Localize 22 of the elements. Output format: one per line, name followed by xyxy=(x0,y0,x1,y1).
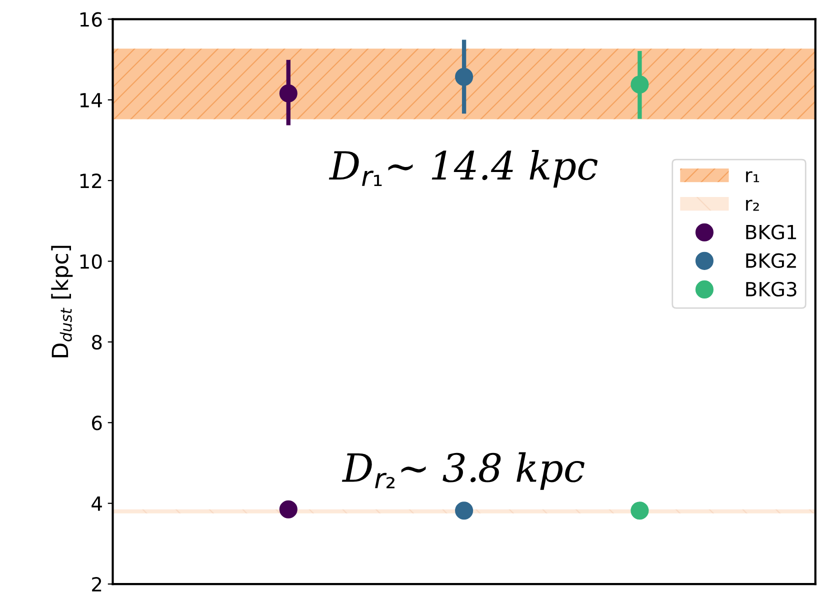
point xyxy=(455,68,474,86)
y-tick-label: 2 xyxy=(92,576,102,592)
y-tick-label: 12 xyxy=(80,174,102,188)
y-tick-label: 14 xyxy=(80,93,102,108)
point xyxy=(630,76,649,94)
legend-label: BKG2 xyxy=(746,253,796,268)
point xyxy=(630,502,649,520)
legend-label: BKG3 xyxy=(746,282,796,297)
annotation: D$_{r₂}$∼ 3.8 kpc xyxy=(342,452,584,490)
y-tick-label: 16 xyxy=(80,12,102,27)
y-axis-title: D$_{dust}$ [kpc] xyxy=(51,246,73,358)
annotation: D$_{r₁}$∼ 14.4 kpc xyxy=(328,150,598,188)
legend-label: BKG1 xyxy=(746,224,796,240)
y-tick-label: 10 xyxy=(80,254,102,269)
legend-label: r₂ xyxy=(746,200,759,211)
y-tick-label: 8 xyxy=(92,334,102,350)
point xyxy=(279,500,298,518)
legend-label: r₁ xyxy=(746,171,760,182)
y-tick-label: 6 xyxy=(92,416,102,430)
y-tick-label: 4 xyxy=(92,496,102,511)
point xyxy=(279,84,298,102)
point xyxy=(455,502,474,520)
